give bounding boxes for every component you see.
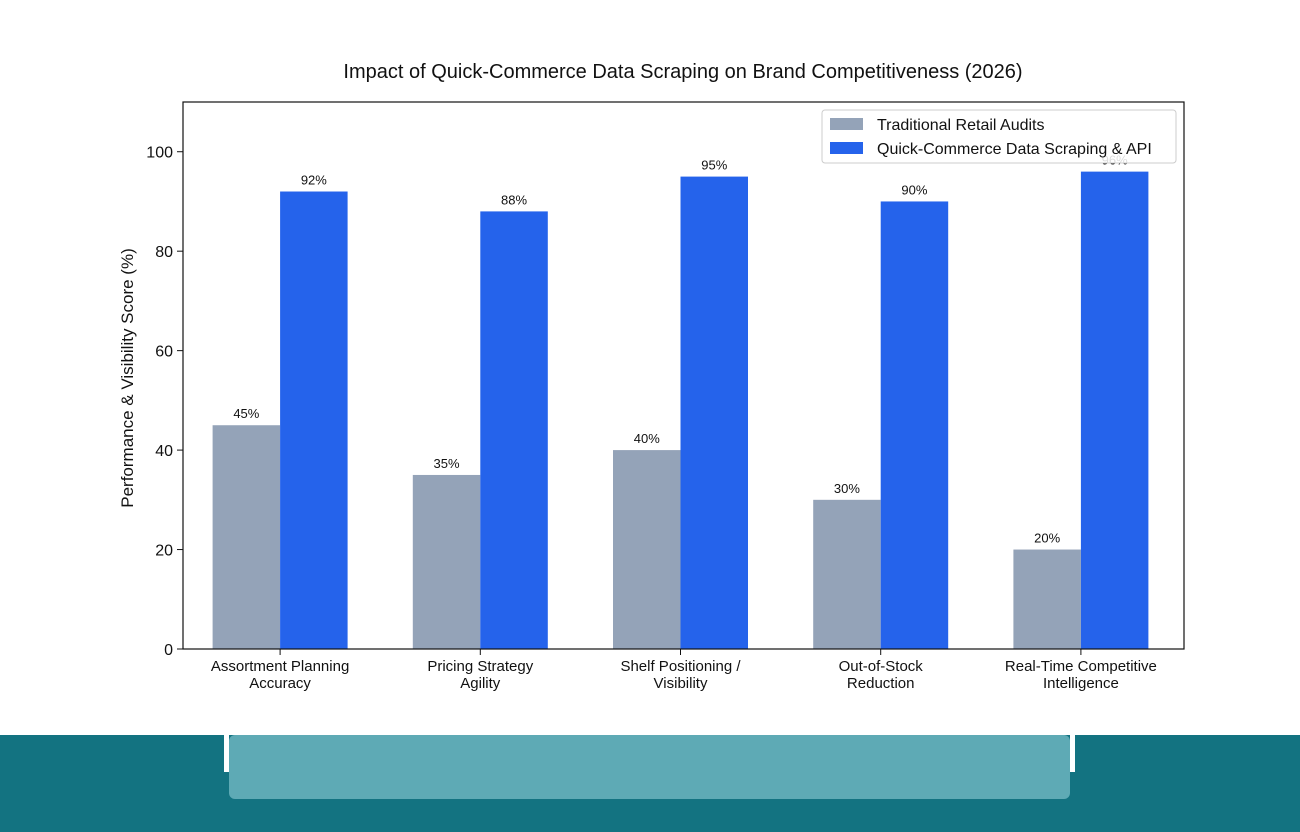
legend-swatch [830,142,863,154]
data-label: 45% [233,406,259,421]
legend-label: Traditional Retail Audits [877,117,1045,134]
bar-scraping [480,211,548,649]
x-tick-label: Real-Time Competitive [1005,658,1157,675]
data-label: 30% [834,481,860,496]
y-tick-label: 100 [146,145,173,162]
bar-scraping [1080,171,1149,650]
x-tick-label: Pricing Strategy [427,658,533,675]
x-tick-label: Visibility [654,675,708,692]
x-tick-label: Agility [460,675,501,692]
data-label: 88% [501,192,527,207]
data-label: 90% [901,182,927,197]
y-tick-label: 0 [164,642,173,659]
bar-scraping [280,191,348,649]
data-label: 35% [434,456,460,471]
y-tick-label: 60 [155,344,173,361]
bar-traditional [813,499,881,649]
bar-scraping [680,176,748,649]
data-label: 92% [301,173,327,188]
legend-box [821,109,1177,164]
chart-title: Impact of Quick-Commerce Data Scraping o… [343,61,1022,83]
data-label: 95% [701,158,727,173]
bar-traditional [412,474,481,649]
plot-area: 0 20 40 60 80 100 45% 92% Assortment PlanningAcc… [146,145,1157,692]
bar-traditional [613,450,681,649]
y-tick-label: 80 [155,244,173,261]
bar-traditional [1013,549,1081,649]
legend: Traditional Retail Audits Quick-Commerce … [821,109,1177,164]
legend-swatch [830,118,863,130]
legend-label: Quick-Commerce Data Scraping & API [877,141,1152,158]
data-label: 20% [1034,531,1060,546]
y-axis-label: Performance & Visibility Score (%) [118,248,137,508]
bar-chart: Impact of Quick-Commerce Data Scraping o… [118,61,1185,692]
footer-divider-right [1070,735,1075,772]
x-tick-label: Reduction [847,675,915,692]
data-label: 40% [634,431,660,446]
x-tick-label: Out-of-Stock [839,658,924,675]
bar-traditional [212,425,281,649]
x-tick-label: Accuracy [249,675,311,692]
bar-scraping [880,201,949,650]
x-tick-label: Shelf Positioning / [620,658,741,675]
y-tick-label: 40 [155,443,173,460]
plot-frame [182,101,1185,650]
y-tick-label: 20 [155,543,173,560]
x-tick-label: Intelligence [1043,675,1119,692]
footer-divider-left [224,735,229,772]
footer-panel [229,735,1070,799]
x-tick-label: Assortment Planning [211,658,349,675]
